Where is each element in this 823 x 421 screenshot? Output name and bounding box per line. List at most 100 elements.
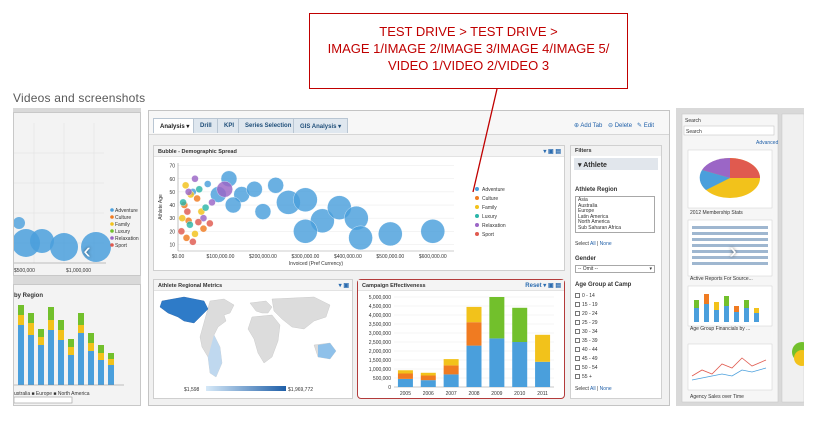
region-select-all[interactable]: All [590,241,596,247]
age-checkbox[interactable]: 15 - 19 [575,302,598,308]
delete-button[interactable]: ⊖ Delete [608,122,632,129]
campaign-bar-segment [512,307,528,342]
bubble-legend-swatch [475,232,479,236]
age-select-all[interactable]: All [590,386,596,392]
tab-analysis[interactable]: Analysis ▾ [153,118,197,133]
bubble-panel-header: Bubble - Demographic Spread ▾ ▣ ▤ [154,146,564,157]
map-europe [249,300,273,314]
region-option[interactable]: Australia [578,202,598,209]
athlete-filter-group[interactable]: ▾ Athlete [574,158,658,170]
bubble-point [186,221,194,229]
map-panel-header: Athlete Regional Metrics ▾ ▣ [154,280,352,291]
region-option[interactable]: Latin America [578,213,609,220]
prev-legend-adventure: Adventure [115,208,138,214]
main-screenshot[interactable]: Analysis ▾ Drill KPI Series Selection GI… [148,110,670,406]
age-select-none[interactable]: None [599,386,612,392]
bubble-point [206,219,214,228]
add-tab-label: Add Tab [580,123,603,129]
campaign-reset-link[interactable]: Reset [525,283,542,289]
bubble-point [267,177,284,194]
bubble-point [193,194,201,203]
map-min-label: $1,598 [184,387,200,393]
age-checkbox[interactable]: 40 - 44 [575,347,598,353]
campaign-y-tick: 2,500,000 [369,340,391,346]
age-checkbox[interactable]: 55 + [575,374,592,380]
tab-gis-label: GIS Analysis [300,124,337,130]
gender-dropdown[interactable]: -- Omit -- ▾ [575,265,655,273]
campaign-panel-controls[interactable]: Reset ▾ ▣ ▤ [525,283,561,289]
bubble-chart: 10 20 30 40 50 60 70 $0.00 $100,000.00 $200,000.0… [158,163,506,267]
map-brazil-highlight [208,335,222,377]
prev-bubble-svg: $500,000 $1,000,000 Adventure Culture Fa… [13,123,139,274]
bubble-point [201,203,210,212]
athlete-label: Athlete [583,162,607,169]
athlete-region-listbox[interactable]: Asia Australia Europe Latin America Nort… [575,196,655,233]
tab-series-selection[interactable]: Series Selection [238,118,299,133]
age-checkbox[interactable]: 25 - 29 [575,320,598,326]
chevron-down-icon: ▾ [649,266,652,272]
age-checkbox[interactable]: 20 - 24 [575,311,598,317]
campaign-bar-segment [443,374,459,387]
edit-icon: ✎ [637,123,643,129]
bubble-point [208,198,216,207]
bubble-point [183,207,192,216]
region-option[interactable]: Europe [578,208,595,214]
campaign-bar-segment [489,338,505,387]
prev-axis-tick-1: $500,000 [14,268,35,274]
region-option[interactable]: Asia [578,197,588,203]
age-checkbox[interactable]: 35 - 39 [575,338,598,344]
campaign-y-tick: 4,000,000 [369,313,391,319]
edit-label: Edit [643,123,655,129]
tab-drill[interactable]: Drill [193,118,219,133]
age-checkbox[interactable]: 0 - 14 [575,293,595,299]
age-checkbox[interactable]: 45 - 49 [575,356,598,362]
bubble-panel: Bubble - Demographic Spread ▾ ▣ ▤ 10 20 30… [153,145,565,271]
next-arrow-button[interactable]: › [729,238,737,263]
right-thumb-2: Active Reports For Source... [690,276,753,282]
prev-screenshot[interactable]: $500,000 $1,000,000 Adventure Culture Fa… [13,108,141,406]
right-thumb-3: Age Group Financials by ... [690,326,750,332]
bubble-point [199,214,208,222]
prev-stack-bars [18,305,114,385]
prev-bubble-chart: $500,000 $1,000,000 Adventure Culture Fa… [13,112,141,276]
add-tab-button[interactable]: ⊕ Add Tab [574,122,602,129]
prev-legend-relaxation: Relaxation [115,236,139,242]
region-option[interactable]: Sub Saharan Africa [578,224,622,231]
map-africa [247,314,281,364]
campaign-y-tick: 3,000,000 [369,331,391,337]
region-select-none[interactable]: None [599,241,612,247]
bubble-point [177,227,186,235]
bubble-legend-swatch [475,214,479,218]
tab-gis-analysis[interactable]: GIS Analysis ▾ [293,118,349,133]
age-checkbox[interactable]: 30 - 34 [575,329,598,335]
campaign-bar-segment [443,365,459,375]
region-option[interactable]: North America [578,219,610,225]
age-checkbox[interactable]: 50 - 54 [575,365,598,371]
bubble-point [204,180,212,188]
campaign-y-tick: 1,000,000 [369,367,391,373]
next-screenshot[interactable]: Search Search Advanced 2012 Membership S… [676,108,804,406]
campaign-panel: Campaign Effectiveness Reset ▾ ▣ ▤ 0 500,… [357,279,565,399]
bubble-panel-controls[interactable]: ▾ ▣ ▤ [543,149,561,155]
campaign-bar-segment [466,322,482,346]
bubble-y-tick: 50 [169,190,175,196]
map-panel-controls[interactable]: ▾ ▣ [338,283,349,289]
bubble-point [293,219,318,244]
callout-box: TEST DRIVE > TEST DRIVE > IMAGE 1/IMAGE … [309,13,628,89]
previous-arrow-button[interactable]: ‹ [83,238,91,263]
map-north-america [159,296,209,324]
gender-value: -- Omit -- [578,266,598,272]
region-select-prefix: Select [575,241,589,247]
edit-button[interactable]: ✎ Edit [637,122,654,129]
bubble-x-tick: $300,000.00 [291,254,319,260]
bubble-legend-label: Sport [482,232,495,238]
campaign-bar-segment [535,361,551,387]
campaign-x-tick: 2007 [446,391,457,397]
campaign-bar-segment [420,380,436,387]
bubble-point [378,221,403,247]
bubble-x-tick: $600,000.00 [419,254,447,260]
world-map: $1,598 $1,969,772 [159,296,337,393]
bubble-legend-label: Adventure [482,187,505,193]
bubble-point [191,175,199,183]
bubble-point [199,224,208,233]
